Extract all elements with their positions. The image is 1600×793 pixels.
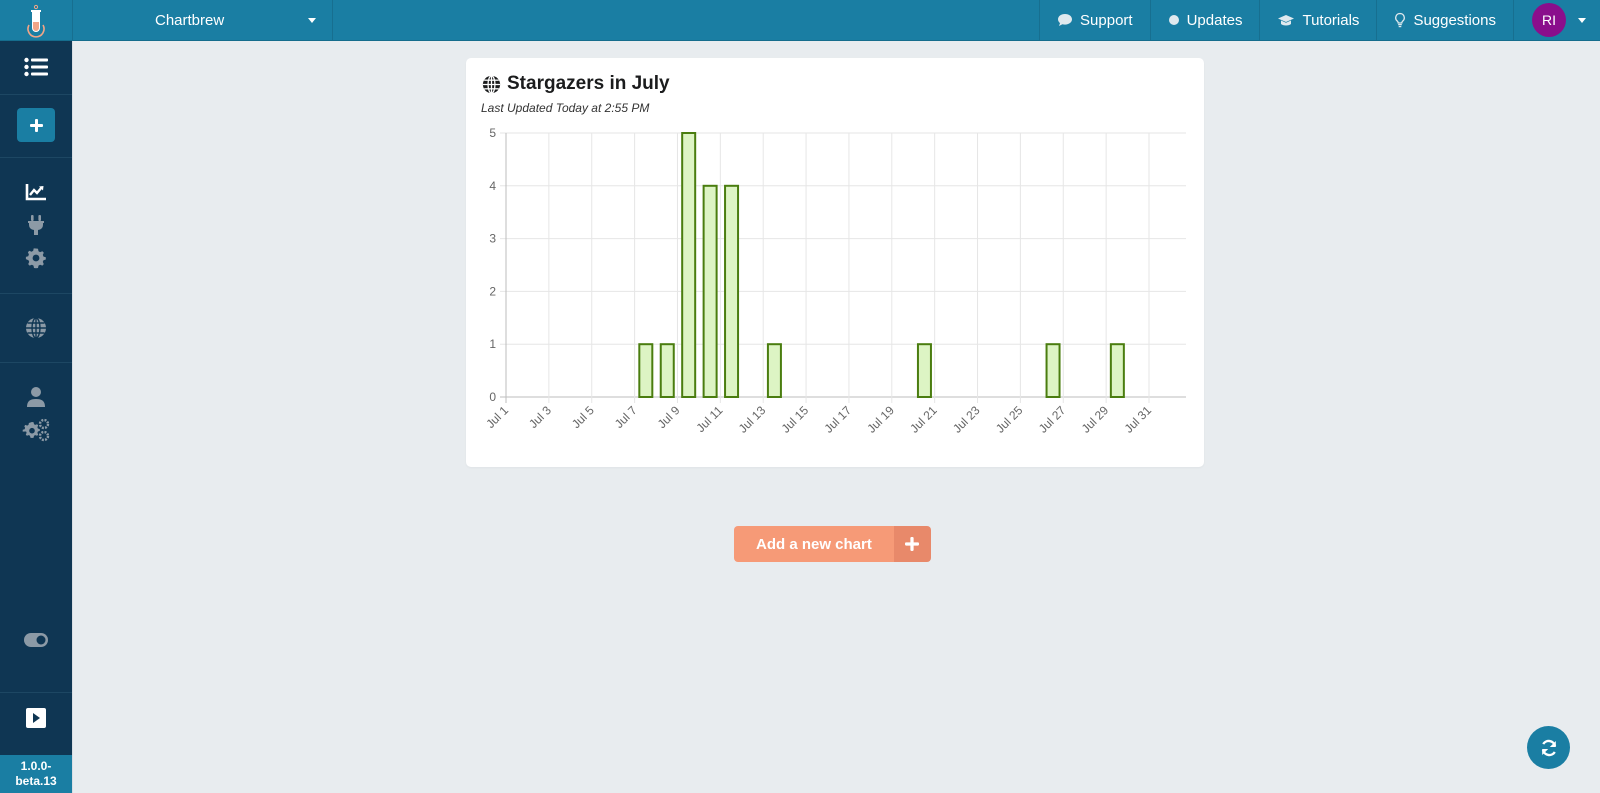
- svg-text:Jul 7: Jul 7: [612, 403, 640, 431]
- chart-bar[interactable]: [916, 343, 932, 399]
- sidebar: 1.0.0- beta.13: [0, 41, 73, 793]
- chart-title: Stargazers in July: [482, 73, 670, 95]
- theme-toggle[interactable]: [23, 628, 49, 652]
- sidebar-item-public-dashboard[interactable]: [24, 316, 48, 340]
- sidebar-section-top: [0, 41, 72, 95]
- svg-text:Jul 13: Jul 13: [736, 403, 769, 436]
- gear-icon: [25, 248, 46, 269]
- svg-text:Jul 25: Jul 25: [993, 403, 1026, 436]
- chart-last-updated: Last Updated Today at 2:55 PM: [481, 101, 650, 115]
- project-selector[interactable]: Chartbrew: [73, 0, 333, 40]
- chart-bar[interactable]: [724, 184, 740, 398]
- chart-bar[interactable]: [659, 343, 675, 399]
- nav-updates[interactable]: Updates: [1149, 0, 1260, 40]
- toggle-icon: [24, 633, 48, 647]
- avatar[interactable]: RI: [1532, 3, 1566, 37]
- comment-icon: [1058, 14, 1073, 26]
- sidebar-item-dashboard[interactable]: [24, 180, 48, 204]
- add-new-chart-label: Add a new chart: [734, 526, 894, 562]
- nav-updates-label: Updates: [1186, 11, 1243, 29]
- chart-bar[interactable]: [766, 343, 782, 399]
- nav-tutorials[interactable]: Tutorials: [1259, 0, 1376, 40]
- chart-bar[interactable]: [1045, 343, 1061, 399]
- chart-title-text: Stargazers in July: [507, 73, 670, 94]
- version-line-2: beta.13: [15, 774, 57, 788]
- list-icon: [24, 57, 48, 77]
- nav-support-label: Support: [1080, 11, 1133, 29]
- lightbulb-icon: [1395, 12, 1406, 28]
- nav-tutorials-label: Tutorials: [1302, 11, 1360, 29]
- project-name: Chartbrew: [155, 11, 225, 29]
- bar-chart[interactable]: 0 1 2 3 4 5 Jul 1 Jul 3 Jul 5 Jul 7 Jul 9 Jul 11 Jul…: [466, 58, 1204, 467]
- svg-text:3: 3: [489, 232, 496, 246]
- sidebar-collapse-button[interactable]: [24, 706, 48, 730]
- svg-text:Jul 21: Jul 21: [907, 403, 940, 436]
- plug-icon: [28, 215, 44, 235]
- user-menu[interactable]: RI: [1513, 0, 1600, 40]
- svg-text:Jul 3: Jul 3: [526, 403, 554, 431]
- top-navbar: Chartbrew Support Updates Tutorials Sugg…: [0, 0, 1600, 41]
- chart-card: Stargazers in July Last Updated Today at…: [466, 58, 1204, 467]
- svg-text:Jul 17: Jul 17: [822, 403, 855, 436]
- svg-text:Jul 31: Jul 31: [1122, 403, 1155, 436]
- nav-suggestions[interactable]: Suggestions: [1376, 0, 1513, 40]
- version-line-1: 1.0.0-: [20, 759, 52, 773]
- user-icon: [27, 387, 45, 407]
- sidebar-item-team-members[interactable]: [24, 385, 48, 409]
- svg-text:5: 5: [489, 126, 496, 140]
- play-square-icon: [26, 708, 46, 728]
- chart-bar[interactable]: [681, 132, 697, 398]
- svg-text:Jul 5: Jul 5: [569, 403, 597, 431]
- svg-text:0: 0: [489, 390, 496, 404]
- svg-text:Jul 29: Jul 29: [1079, 403, 1112, 436]
- svg-text:Jul 1: Jul 1: [483, 403, 511, 431]
- gears-icon: [22, 418, 50, 442]
- chart-bar[interactable]: [638, 343, 654, 399]
- graduation-cap-icon: [1278, 14, 1295, 25]
- add-new-chart-button[interactable]: Add a new chart: [734, 526, 931, 562]
- circle-icon: [1168, 15, 1179, 25]
- sidebar-item-connections[interactable]: [24, 213, 48, 237]
- globe-icon: [26, 317, 46, 339]
- plus-icon: [29, 118, 43, 132]
- sidebar-section-project: [0, 158, 72, 294]
- svg-text:Jul 11: Jul 11: [694, 403, 726, 435]
- sidebar-item-project-settings[interactable]: [24, 246, 48, 270]
- nav-suggestions-label: Suggestions: [1413, 11, 1496, 29]
- svg-text:Jul 27: Jul 27: [1036, 403, 1069, 436]
- plus-icon: [905, 537, 920, 551]
- refresh-charts-button[interactable]: [1527, 726, 1570, 769]
- svg-text:1: 1: [489, 337, 496, 351]
- sidebar-item-team-settings[interactable]: [22, 418, 50, 442]
- add-new-chart-icon-area: [893, 526, 931, 562]
- chevron-down-icon: [308, 17, 316, 23]
- globe-icon: [482, 74, 501, 94]
- svg-text:Jul 9: Jul 9: [655, 403, 683, 431]
- chart-line-icon: [25, 184, 46, 201]
- nav-support[interactable]: Support: [1039, 0, 1150, 40]
- sidebar-section-team: [0, 363, 72, 693]
- sidebar-section-add: [0, 95, 72, 158]
- svg-text:2: 2: [489, 284, 496, 298]
- chart-bar[interactable]: [702, 184, 718, 398]
- version-badge: 1.0.0- beta.13: [0, 755, 72, 793]
- svg-text:Jul 15: Jul 15: [779, 403, 812, 436]
- svg-text:Jul 19: Jul 19: [864, 403, 897, 436]
- svg-text:Jul 23: Jul 23: [950, 403, 983, 436]
- sidebar-section-public: [0, 294, 72, 363]
- sidebar-item-add-project[interactable]: [17, 108, 55, 142]
- sync-icon: [1541, 739, 1556, 756]
- chevron-down-icon: [1578, 17, 1586, 23]
- chart-bar[interactable]: [1109, 343, 1125, 399]
- sidebar-item-dashboard-list[interactable]: [24, 55, 48, 79]
- logo[interactable]: [0, 0, 73, 41]
- flask-logo-icon: [27, 4, 45, 38]
- svg-text:4: 4: [489, 179, 496, 193]
